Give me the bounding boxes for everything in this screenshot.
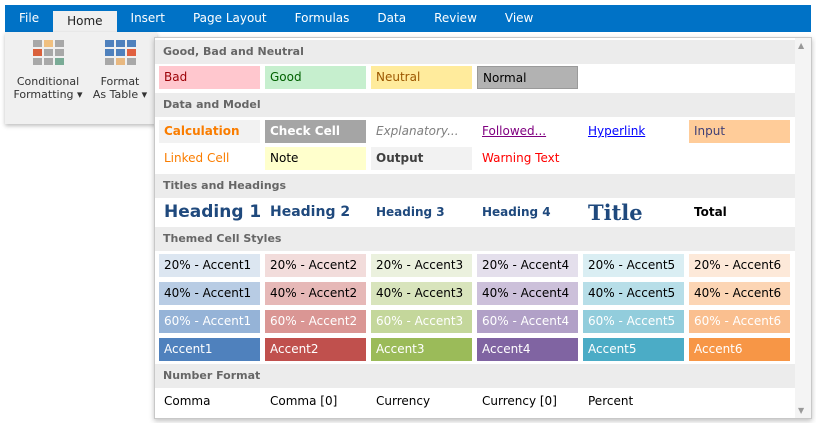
tab-view[interactable]: View xyxy=(504,11,534,25)
cell-style-accent5[interactable]: Accent5 xyxy=(583,338,684,361)
label: As Table ▾ xyxy=(92,88,148,101)
cell-style-bad[interactable]: Bad xyxy=(159,66,260,89)
cell-style-20-accent1[interactable]: 20% - Accent1 xyxy=(159,254,260,277)
ribbon-panel: Conditional Formatting ▾ Format As Table… xyxy=(5,32,157,124)
cell-style-comma-0[interactable]: Comma [0] xyxy=(270,394,338,408)
cell-style-accent1[interactable]: Accent1 xyxy=(159,338,260,361)
cell-style-60-accent3[interactable]: 60% - Accent3 xyxy=(371,310,472,333)
cell-style-60-accent6[interactable]: 60% - Accent6 xyxy=(689,310,790,333)
cell-style-40-accent4[interactable]: 40% - Accent4 xyxy=(477,282,578,305)
cell-style-comma[interactable]: Comma xyxy=(164,394,211,408)
cell-style-heading-1[interactable]: Heading 1 xyxy=(164,202,260,222)
cell-style-heading-2[interactable]: Heading 2 xyxy=(270,204,351,220)
cell-style-explanatory[interactable]: Explanatory... xyxy=(371,120,472,143)
section-header: Good, Bad and Neutral xyxy=(155,40,795,64)
tab-formulas[interactable]: Formulas xyxy=(294,11,350,25)
cell-style-accent3[interactable]: Accent3 xyxy=(371,338,472,361)
tab-file[interactable]: File xyxy=(19,11,40,25)
scroll-down-icon[interactable]: ▼ xyxy=(798,406,805,415)
section-header: Titles and Headings xyxy=(155,174,795,198)
cell-style-total[interactable]: Total xyxy=(694,205,727,219)
conditional-formatting-button[interactable]: Conditional Formatting ▾ xyxy=(13,40,83,101)
cell-style-60-accent5[interactable]: 60% - Accent5 xyxy=(583,310,684,333)
cell-style-input[interactable]: Input xyxy=(689,120,790,143)
cell-style-40-accent1[interactable]: 40% - Accent1 xyxy=(159,282,260,305)
format-as-table-button[interactable]: Format As Table ▾ xyxy=(87,40,153,101)
cell-style-calculation[interactable]: Calculation xyxy=(159,120,260,143)
cell-style-good[interactable]: Good xyxy=(265,66,366,89)
section-header: Data and Model xyxy=(155,93,795,117)
cell-style-output[interactable]: Output xyxy=(371,147,472,170)
cell-style-accent2[interactable]: Accent2 xyxy=(265,338,366,361)
cell-style-60-accent4[interactable]: 60% - Accent4 xyxy=(477,310,578,333)
section-header: Themed Cell Styles xyxy=(155,227,795,251)
cell-style-20-accent4[interactable]: 20% - Accent4 xyxy=(477,254,578,277)
cell-style-40-accent5[interactable]: 40% - Accent5 xyxy=(583,282,684,305)
cell-style-note[interactable]: Note xyxy=(265,147,366,170)
cell-style-title[interactable]: Title xyxy=(588,200,643,225)
tab-review[interactable]: Review xyxy=(434,11,477,25)
label: Formatting ▾ xyxy=(13,88,83,101)
conditional-formatting-icon xyxy=(32,40,64,65)
cell-style-20-accent6[interactable]: 20% - Accent6 xyxy=(689,254,790,277)
format-as-table-icon xyxy=(104,40,136,65)
cell-style-currency-0[interactable]: Currency [0] xyxy=(482,394,557,408)
cell-style-accent6[interactable]: Accent6 xyxy=(689,338,790,361)
cell-style-linked-cell[interactable]: Linked Cell xyxy=(159,147,260,170)
tab-insert[interactable]: Insert xyxy=(130,11,165,25)
section-header: Number Format xyxy=(155,364,795,388)
cell-styles-gallery: ▲ ▼ Good, Bad and Neutral Bad Good Neutral No… xyxy=(154,37,812,419)
cell-style-check-cell[interactable]: Check Cell xyxy=(265,120,366,143)
tab-data[interactable]: Data xyxy=(377,11,407,25)
label: Conditional xyxy=(16,75,80,88)
cell-style-20-accent2[interactable]: 20% - Accent2 xyxy=(265,254,366,277)
cell-style-warning-text[interactable]: Warning Text xyxy=(477,147,578,170)
tab-page-layout[interactable]: Page Layout xyxy=(192,11,267,25)
cell-style-40-accent3[interactable]: 40% - Accent3 xyxy=(371,282,472,305)
cell-style-heading-4[interactable]: Heading 4 xyxy=(482,205,551,219)
cell-style-hyperlink[interactable]: Hyperlink xyxy=(583,120,684,143)
cell-style-40-accent2[interactable]: 40% - Accent2 xyxy=(265,282,366,305)
cell-style-normal[interactable]: Normal xyxy=(477,66,578,89)
cell-style-currency[interactable]: Currency xyxy=(376,394,431,408)
cell-style-20-accent3[interactable]: 20% - Accent3 xyxy=(371,254,472,277)
ribbon-tabs: File Home Insert Page Layout Formulas Data Rev… xyxy=(5,5,811,32)
cell-style-20-accent5[interactable]: 20% - Accent5 xyxy=(583,254,684,277)
scroll-up-icon[interactable]: ▲ xyxy=(798,41,805,50)
cell-style-percent[interactable]: Percent xyxy=(588,394,634,408)
tab-home[interactable]: Home xyxy=(53,11,117,32)
cell-style-40-accent6[interactable]: 40% - Accent6 xyxy=(689,282,790,305)
cell-style-60-accent1[interactable]: 60% - Accent1 xyxy=(159,310,260,333)
label: Format xyxy=(100,75,140,88)
cell-style-followed[interactable]: Followed... xyxy=(477,120,578,143)
cell-style-accent4[interactable]: Accent4 xyxy=(477,338,578,361)
cell-style-heading-3[interactable]: Heading 3 xyxy=(376,205,445,219)
scrollbar[interactable]: ▲ ▼ xyxy=(795,38,811,418)
cell-style-neutral[interactable]: Neutral xyxy=(371,66,472,89)
cell-style-60-accent2[interactable]: 60% - Accent2 xyxy=(265,310,366,333)
